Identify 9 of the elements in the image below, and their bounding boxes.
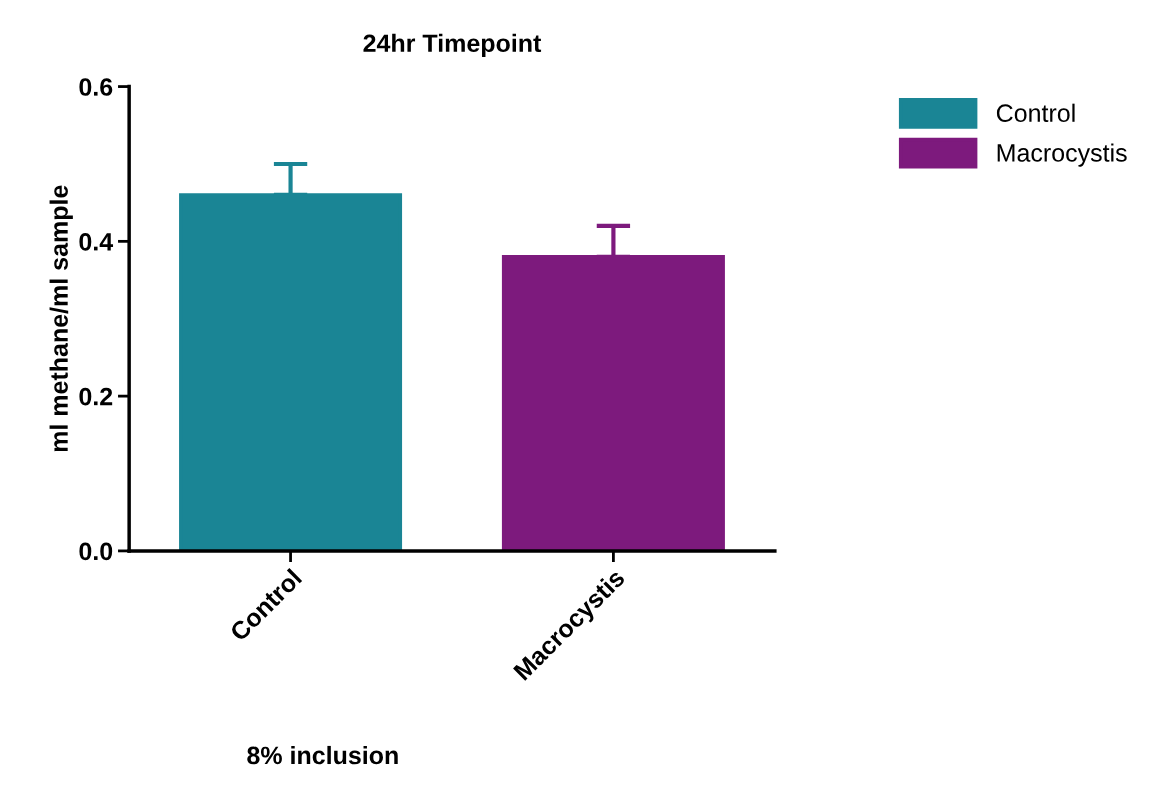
y-tick-label: 0.4 <box>79 232 114 251</box>
y-tick-label: 0.2 <box>79 387 113 406</box>
legend-label: Control <box>996 103 1075 123</box>
legend-label: Macrocystis <box>997 143 1127 167</box>
y-tick-label: 0.6 <box>79 78 113 96</box>
y-axis-title: ml methane/ml sample <box>49 185 73 452</box>
x-axis-title: 8% inclusion <box>247 745 398 765</box>
chart-title: 24hr Timepoint <box>363 33 542 58</box>
y-tick-label: 0.0 <box>79 542 113 561</box>
